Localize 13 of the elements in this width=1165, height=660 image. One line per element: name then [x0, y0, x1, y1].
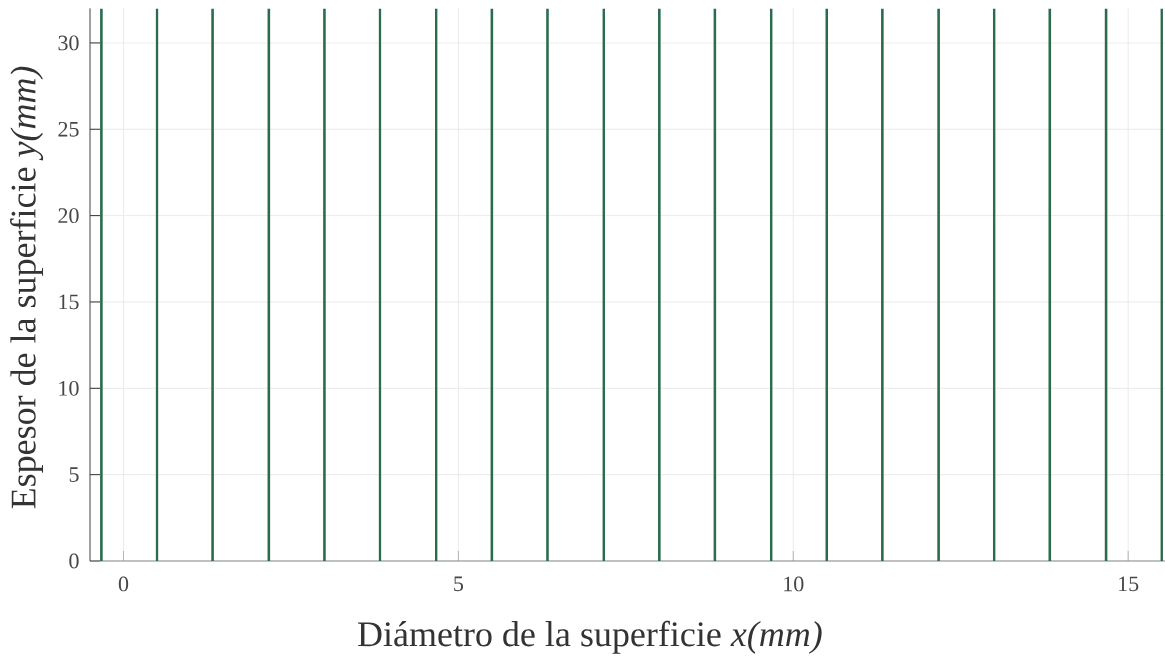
- y-tick-label: 10: [59, 380, 79, 396]
- x-tick-label: 0: [118, 576, 129, 592]
- y-tick-label: 20: [58, 208, 79, 224]
- y-tick-label: 0: [69, 553, 79, 569]
- y-tick-label: 5: [69, 467, 79, 482]
- x-tick-label: 10: [784, 576, 804, 592]
- y-axis-title: Espesor de la superficie y(mm): [10, 66, 44, 509]
- y-tick-label: 30: [58, 35, 79, 51]
- y-tick-label: 15: [59, 294, 79, 310]
- y-tick-label: 25: [58, 121, 79, 137]
- x-axis-title: Diámetro de la superficie x(mm): [358, 620, 822, 654]
- x-tick-label: 15: [1119, 576, 1139, 592]
- x-tick-label: 5: [454, 576, 464, 592]
